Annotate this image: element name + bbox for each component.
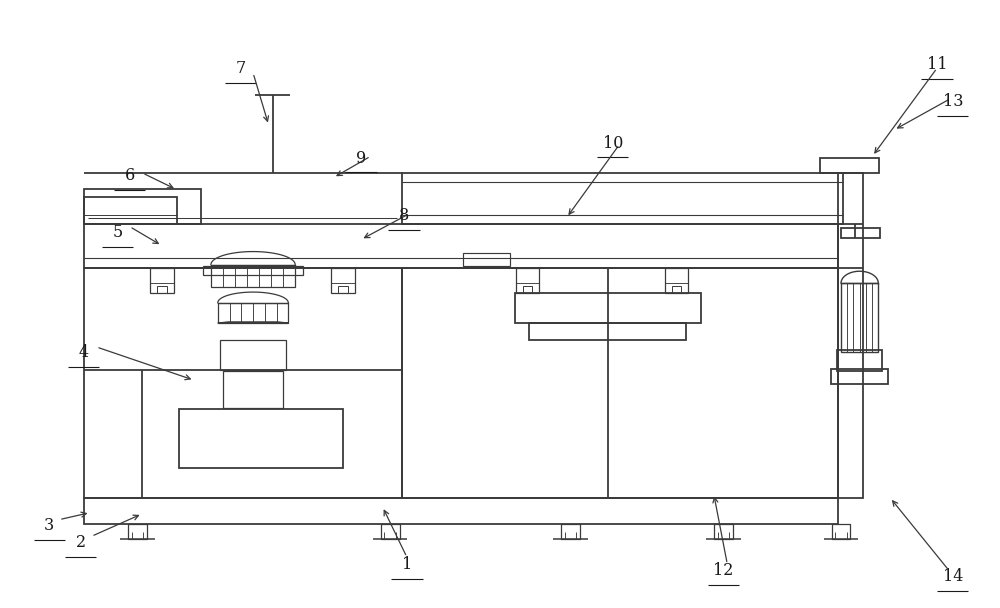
Bar <box>338 286 348 293</box>
Text: 1: 1 <box>402 556 412 573</box>
Bar <box>402 173 843 224</box>
Bar <box>84 497 838 525</box>
Bar <box>84 224 838 268</box>
Bar <box>157 286 167 293</box>
Text: 12: 12 <box>713 562 734 579</box>
Text: 2: 2 <box>75 534 86 551</box>
Bar <box>516 268 539 293</box>
Bar <box>523 286 532 293</box>
Bar <box>128 525 147 539</box>
Bar <box>832 525 850 539</box>
Text: 11: 11 <box>927 56 947 73</box>
Bar <box>179 409 343 468</box>
Text: 5: 5 <box>113 224 123 241</box>
Bar <box>381 525 400 539</box>
Bar <box>150 268 174 293</box>
Bar <box>841 283 878 351</box>
Bar <box>820 158 879 173</box>
Bar <box>672 286 681 293</box>
Bar <box>837 350 882 371</box>
Bar <box>201 242 305 268</box>
Bar <box>561 525 580 539</box>
Bar <box>203 266 303 275</box>
Bar <box>841 228 880 238</box>
Bar <box>84 197 177 224</box>
Text: 6: 6 <box>124 167 135 184</box>
Bar <box>831 369 888 384</box>
Bar <box>84 268 402 497</box>
Bar <box>665 268 688 293</box>
Text: 13: 13 <box>943 93 963 110</box>
Bar <box>220 340 286 370</box>
Text: 4: 4 <box>78 344 89 361</box>
Text: 14: 14 <box>943 568 963 586</box>
Bar <box>331 268 355 293</box>
Bar <box>515 293 701 323</box>
Bar <box>714 525 733 539</box>
Bar <box>402 268 838 497</box>
Bar <box>529 323 686 340</box>
Text: 3: 3 <box>44 517 54 534</box>
Text: 8: 8 <box>399 207 409 224</box>
Text: 7: 7 <box>235 60 245 77</box>
Bar <box>838 173 863 497</box>
Bar <box>211 264 295 288</box>
Bar <box>84 189 201 224</box>
Text: 9: 9 <box>356 150 366 167</box>
Bar <box>218 303 288 323</box>
Text: 10: 10 <box>603 134 623 151</box>
Bar <box>223 371 283 409</box>
Bar <box>463 253 510 266</box>
